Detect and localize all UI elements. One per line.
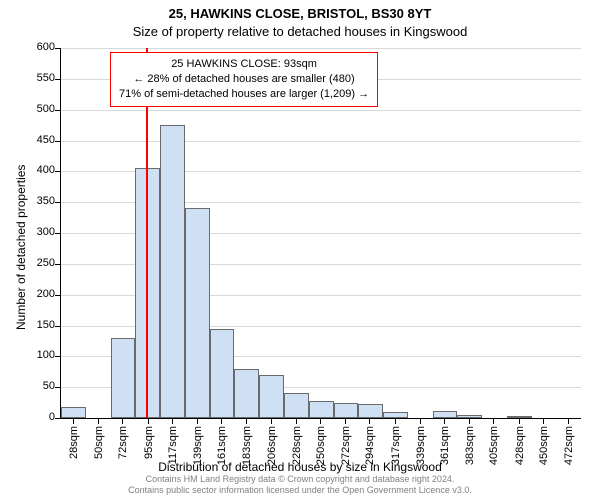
x-tick-label: 72sqm (117, 426, 129, 472)
gridline (61, 110, 581, 111)
x-tick (543, 418, 544, 424)
x-tick (172, 418, 173, 424)
y-tick-label: 200 (15, 288, 55, 300)
attribution-footer: Contains HM Land Registry data © Crown c… (0, 474, 600, 497)
x-tick-label: 405sqm (488, 426, 500, 472)
y-tick (55, 48, 61, 49)
x-tick (568, 418, 569, 424)
x-tick-label: 95sqm (143, 426, 155, 472)
highlight-annotation-box: 25 HAWKINS CLOSE: 93sqm ← 28% of detache… (110, 52, 378, 107)
x-tick-label: 383sqm (464, 426, 476, 472)
x-tick (246, 418, 247, 424)
y-tick-label: 150 (15, 319, 55, 331)
x-tick (369, 418, 370, 424)
x-tick (148, 418, 149, 424)
x-tick (98, 418, 99, 424)
histogram-bar (433, 411, 458, 418)
x-tick (493, 418, 494, 424)
x-tick (271, 418, 272, 424)
x-tick-label: 161sqm (216, 426, 228, 472)
y-tick-label: 550 (15, 72, 55, 84)
page-title-address: 25, HAWKINS CLOSE, BRISTOL, BS30 8YT (0, 6, 600, 21)
y-tick-label: 250 (15, 257, 55, 269)
x-tick (345, 418, 346, 424)
histogram-bar (111, 338, 136, 418)
x-tick (444, 418, 445, 424)
page-subtitle: Size of property relative to detached ho… (0, 24, 600, 39)
y-tick (55, 264, 61, 265)
x-tick (469, 418, 470, 424)
x-tick-label: 317sqm (390, 426, 402, 472)
x-tick-label: 228sqm (291, 426, 303, 472)
y-tick (55, 202, 61, 203)
annotation-line-2: ← 28% of detached houses are smaller (48… (119, 72, 369, 87)
x-tick (420, 418, 421, 424)
histogram-bar (457, 415, 482, 418)
footer-line-1: Contains HM Land Registry data © Crown c… (0, 474, 600, 485)
gridline (61, 141, 581, 142)
y-tick-label: 450 (15, 134, 55, 146)
footer-line-2: Contains public sector information licen… (0, 485, 600, 496)
y-tick (55, 141, 61, 142)
x-tick-label: 472sqm (563, 426, 575, 472)
x-tick (395, 418, 396, 424)
x-tick-label: 294sqm (364, 426, 376, 472)
x-tick-label: 183sqm (241, 426, 253, 472)
x-tick (519, 418, 520, 424)
y-tick-label: 400 (15, 164, 55, 176)
y-tick-label: 50 (15, 380, 55, 392)
histogram-bar (309, 401, 334, 418)
y-tick (55, 356, 61, 357)
x-tick-label: 28sqm (68, 426, 80, 472)
y-tick (55, 418, 61, 419)
x-tick-label: 50sqm (93, 426, 105, 472)
y-tick-label: 350 (15, 195, 55, 207)
histogram-bar (334, 403, 359, 418)
histogram-bar (61, 407, 86, 418)
histogram-bar (234, 369, 259, 418)
annotation-line-1: 25 HAWKINS CLOSE: 93sqm (119, 57, 369, 72)
y-tick-label: 100 (15, 349, 55, 361)
x-tick (197, 418, 198, 424)
x-tick-label: 272sqm (340, 426, 352, 472)
y-tick (55, 79, 61, 80)
y-tick (55, 295, 61, 296)
histogram-bar (284, 393, 309, 418)
histogram-bar (135, 168, 160, 418)
x-tick-label: 139sqm (192, 426, 204, 472)
y-tick (55, 387, 61, 388)
x-tick (296, 418, 297, 424)
y-tick-label: 500 (15, 103, 55, 115)
gridline (61, 48, 581, 49)
x-tick (320, 418, 321, 424)
y-axis-label: Number of detached properties (14, 165, 28, 330)
y-tick (55, 326, 61, 327)
x-tick-label: 361sqm (439, 426, 451, 472)
x-tick-label: 250sqm (315, 426, 327, 472)
histogram-bar (259, 375, 284, 418)
x-tick-label: 206sqm (266, 426, 278, 472)
histogram-bar (160, 125, 185, 418)
y-tick (55, 171, 61, 172)
x-tick-label: 117sqm (167, 426, 179, 472)
y-tick-label: 300 (15, 226, 55, 238)
y-tick (55, 233, 61, 234)
x-tick (221, 418, 222, 424)
x-tick (122, 418, 123, 424)
x-tick (73, 418, 74, 424)
x-tick-label: 339sqm (415, 426, 427, 472)
x-tick-label: 450sqm (538, 426, 550, 472)
histogram-bar (358, 404, 383, 418)
x-tick-label: 428sqm (514, 426, 526, 472)
y-tick (55, 110, 61, 111)
y-tick-label: 0 (15, 411, 55, 423)
annotation-line-3: 71% of semi-detached houses are larger (… (119, 87, 369, 102)
y-tick-label: 600 (15, 41, 55, 53)
histogram-bar (185, 208, 210, 418)
histogram-bar (210, 329, 235, 418)
